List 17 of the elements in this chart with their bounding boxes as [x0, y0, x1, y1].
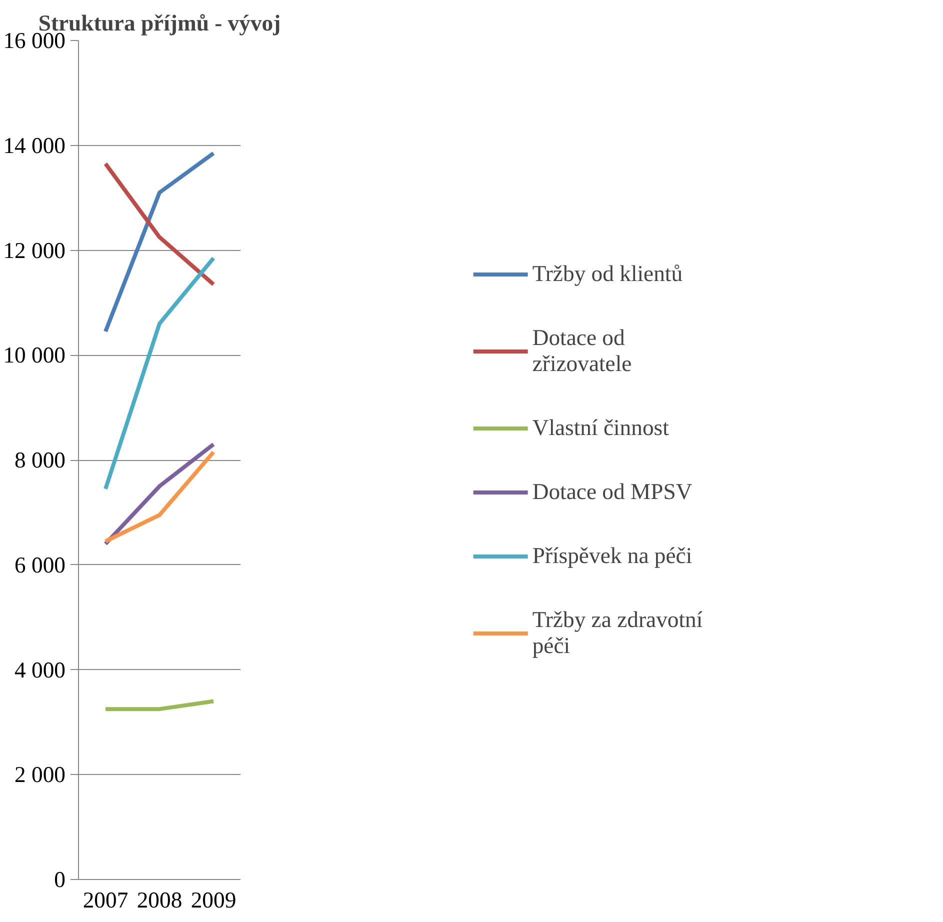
- x-tick-label: 2008: [136, 888, 182, 912]
- y-tick-label: 10 000: [3, 342, 66, 368]
- legend-label: Dotace od MPSV: [532, 478, 692, 504]
- y-tick-label: 4 000: [14, 657, 66, 682]
- legend-label: Tržby od klientů: [532, 260, 683, 286]
- y-tick-label: 8 000: [14, 448, 66, 472]
- legend-label: Příspěvek na péči: [532, 542, 692, 568]
- y-tick-label: 14 000: [3, 132, 66, 158]
- legend-label: Vlastní činnost: [532, 414, 669, 440]
- y-tick-label: 12 000: [3, 238, 66, 263]
- x-tick-label: 2009: [190, 888, 236, 912]
- y-tick-label: 2 000: [14, 762, 66, 788]
- y-tick-label: 0: [54, 867, 66, 892]
- legend-label: Dotace od zřizovatele: [532, 324, 632, 376]
- legend-label: Tržby za zdravotní péči: [532, 606, 703, 658]
- x-tick-label: 2007: [82, 888, 128, 912]
- y-tick-label: 6 000: [14, 552, 66, 578]
